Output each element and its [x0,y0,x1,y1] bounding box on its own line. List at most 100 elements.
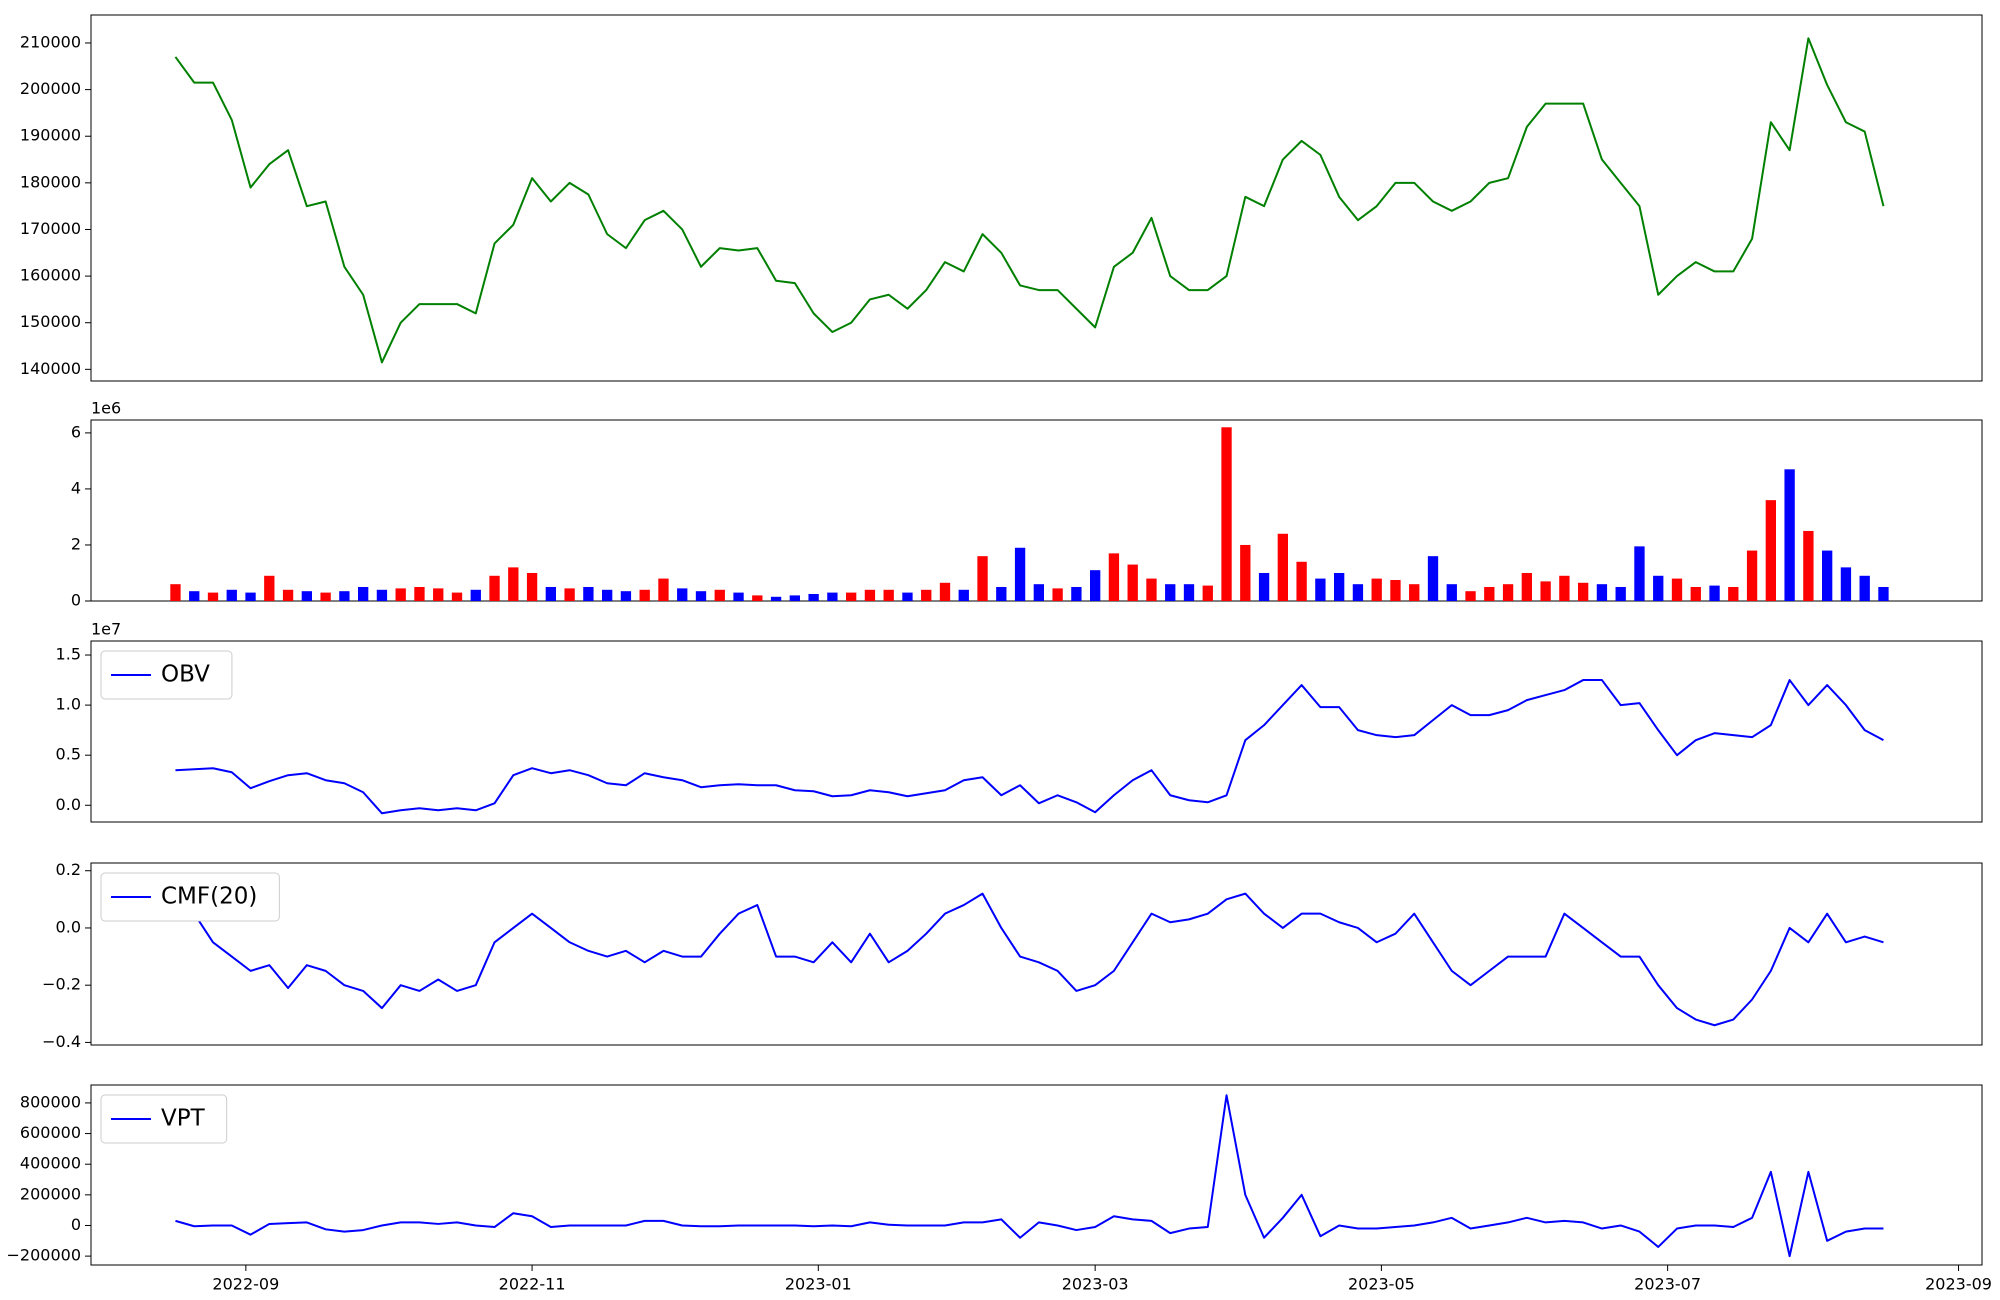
x-tick-label: 2023-03 [1062,1275,1129,1294]
x-tick-label: 2023-01 [785,1275,852,1294]
volume-bar [470,589,481,601]
volume-bar [620,591,632,601]
volume-bar [1033,584,1045,601]
y-tick-label: 160000 [20,266,81,285]
series-line [175,892,1884,1027]
volume-bar [1746,550,1758,601]
volume-bar [1728,586,1739,601]
volume-bar [207,592,219,601]
volume-bar [282,589,294,601]
volume-bar [1258,572,1270,601]
volume-bar [601,589,613,601]
volume-bar [1784,469,1795,601]
volume-bar [1108,553,1120,601]
axis-offset: 1e6 [91,399,121,418]
volume-bar [695,591,707,601]
volume-bar [639,589,650,601]
volume-bar [1690,586,1701,601]
volume-bar [1540,581,1551,601]
volume-bar [1465,591,1476,601]
volume-bar [1014,547,1026,601]
volume-bar [1446,584,1457,601]
volume-bar [827,592,838,601]
volume-bar [1634,546,1645,601]
legend-label: CMF(20) [161,884,257,910]
y-tick-label: −0.2 [42,975,81,994]
y-tick-label: 190000 [20,126,81,145]
volume-bar [545,586,557,601]
volume-bar [1521,572,1533,601]
y-tick-label: 210000 [20,32,81,51]
y-tick-label: 0.5 [56,745,81,764]
y-tick-label: 600000 [20,1123,81,1142]
plot-frame [90,862,1983,1046]
y-tick-label: 6 [71,422,81,441]
volume-bar [395,588,406,601]
volume-bar [1202,585,1213,601]
volume-bar [1071,586,1082,601]
y-tick-label: 1.0 [56,695,81,714]
y-tick-label: 400000 [20,1154,81,1173]
volume-bar [958,589,969,601]
x-tick-label: 2022-11 [499,1275,566,1294]
volume-bar [1390,579,1401,601]
plot-frame [90,419,1983,602]
y-tick-label: 150000 [20,312,81,331]
volume-bar [1127,564,1138,601]
y-tick-label: 1.5 [56,645,81,664]
x-tick-label: 2023-07 [1634,1275,1701,1294]
series-line [175,679,1884,815]
volume-bar [1840,567,1852,601]
legend-label: VPT [161,1106,206,1132]
volume-bar [1371,578,1382,601]
volume-bar [864,589,876,601]
x-tick-label: 2022-09 [212,1275,279,1294]
volume-bar [1765,500,1777,601]
plot-frame [90,640,1983,823]
volume-bar [226,589,237,601]
volume-bar [1277,533,1289,601]
y-tick-label: 0.0 [56,917,81,936]
volume-bar [921,589,932,601]
volume-bar [564,588,575,601]
volume-bar [489,575,500,601]
series-line [174,37,1885,364]
volume-bar [1653,575,1664,601]
y-tick-label: −0.4 [42,1032,81,1051]
volume-bar [658,578,669,601]
volume-bar [1671,578,1683,601]
x-tick-label: 2023-09 [1925,1275,1992,1294]
plot-frame [90,14,1983,382]
volume-bar [1577,582,1589,601]
volume-bar [845,592,857,601]
legend-label: OBV [161,662,210,688]
volume-bar [264,575,275,601]
volume-bar [1296,561,1307,601]
axis-offset: 1e7 [91,620,121,639]
volume-bar [1146,578,1157,601]
volume-bar [1409,584,1420,601]
volume-bar [1596,584,1608,601]
volume-bar [170,584,181,601]
volume-bar [977,556,988,601]
volume-bar [714,589,725,601]
volume-bar [770,596,782,601]
volume-bar [939,582,951,601]
legend-box [100,1094,228,1144]
volume-bar [1240,544,1251,601]
y-tick-label: −200000 [7,1246,81,1265]
volume-bar [357,586,369,601]
volume-bar [245,592,256,601]
volume-bar [677,588,688,601]
volume-bar [414,586,425,601]
y-tick-label: 0.0 [56,795,81,814]
volume-bar [1502,584,1514,601]
y-tick-label: 0 [71,591,81,610]
volume-bar [451,592,463,601]
volume-bar [1559,575,1570,601]
volume-bar [1089,570,1101,601]
y-tick-label: 180000 [20,172,81,191]
series-line [175,1094,1884,1258]
volume-bar [808,593,819,601]
